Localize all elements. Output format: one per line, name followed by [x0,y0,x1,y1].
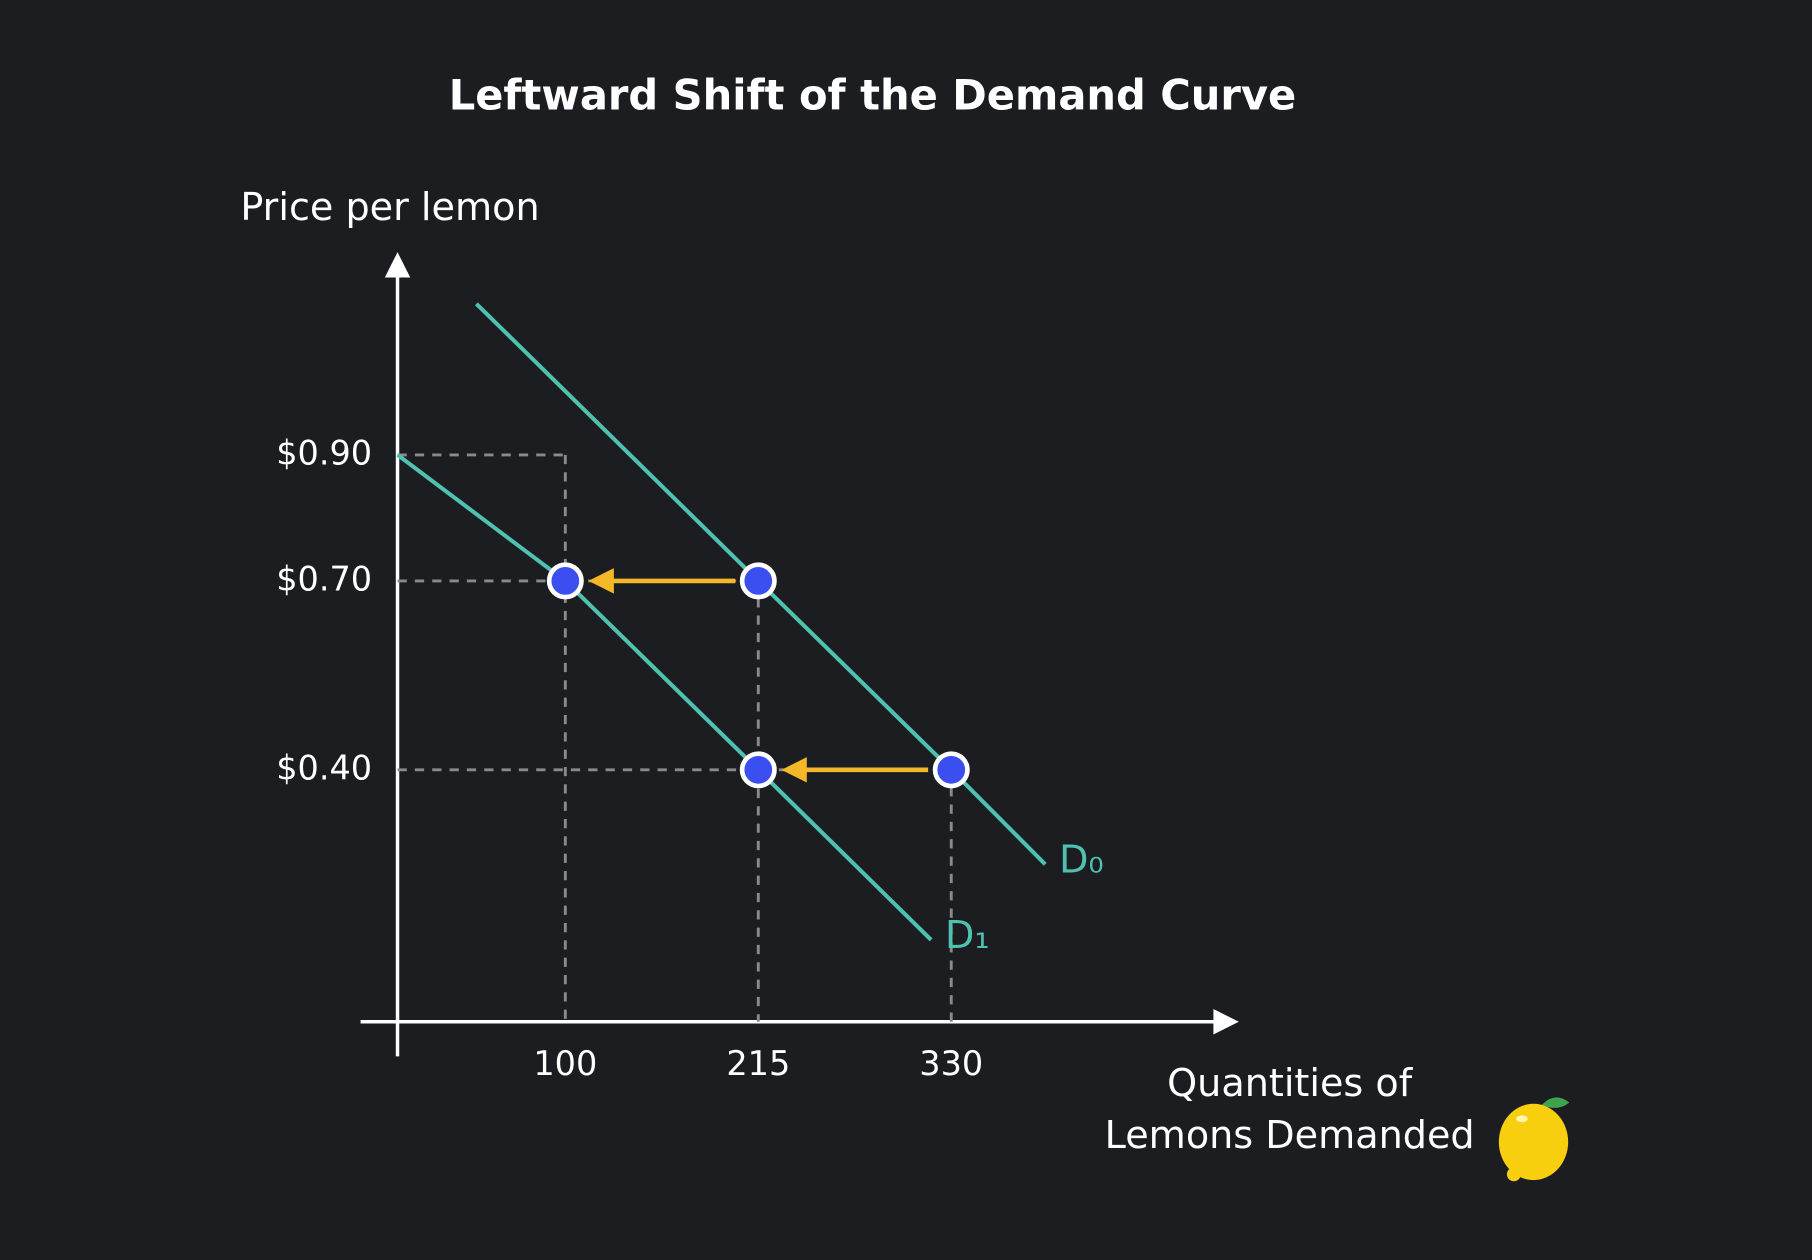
demand-curve [474,302,1047,866]
chart-title: Leftward Shift of the Demand Curve [449,70,1297,119]
x-tick-label: 100 [533,1044,597,1083]
point-marker [739,751,777,789]
y-tick-label: $0.70 [276,559,372,598]
demand-curve [396,453,933,942]
point-marker [546,562,584,600]
x-axis-arrow [1213,1009,1239,1035]
x-tick-label: 330 [919,1044,983,1083]
y-tick-label: $0.90 [276,433,372,472]
series-label: D₀ [1059,837,1104,881]
series-label: D₁ [945,913,990,957]
x-axis-label: Quantities of [1167,1061,1414,1105]
y-tick-label: $0.40 [276,748,372,787]
y-axis-label: Price per lemon [240,185,539,229]
point-marker [739,562,777,600]
y-axis-arrow [384,252,411,278]
point-marker [932,751,970,789]
shift-arrowhead [588,568,614,594]
lemon-icon [1498,1097,1570,1182]
x-tick-label: 215 [726,1044,790,1083]
x-axis-label: Lemons Demanded [1105,1113,1475,1157]
shift-arrowhead [781,757,807,783]
plot [360,252,1239,1057]
